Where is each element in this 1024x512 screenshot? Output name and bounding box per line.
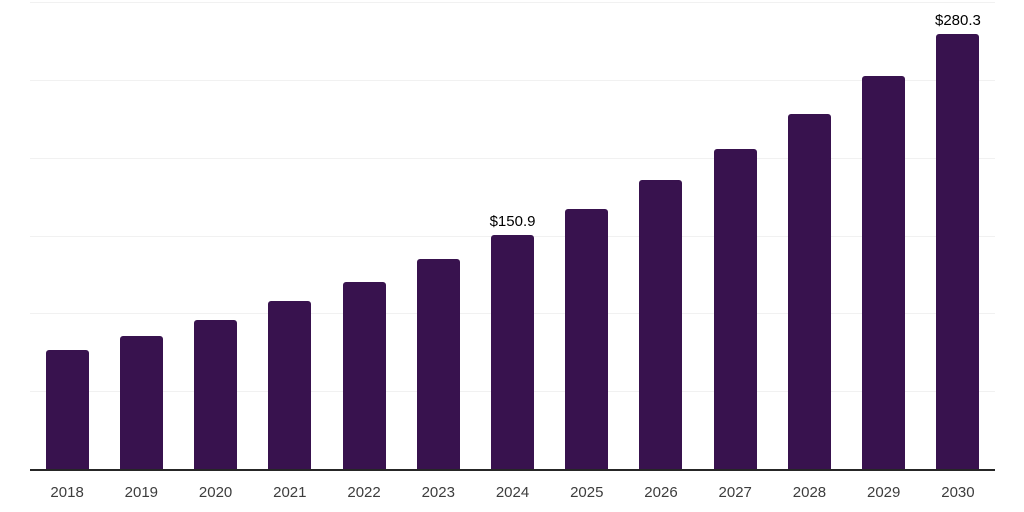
x-tick-2023: 2023 — [421, 484, 455, 501]
bar-2024 — [491, 235, 535, 470]
bar-2023 — [416, 259, 460, 470]
bar-2025 — [565, 208, 609, 470]
bar-column-2027 — [698, 3, 772, 470]
bar-column-2022 — [327, 3, 401, 470]
x-axis-line — [30, 469, 995, 471]
x-tick-2030: 2030 — [941, 484, 975, 501]
bar-2029 — [862, 76, 906, 470]
bar-column-2025 — [550, 3, 624, 470]
x-tick-2025: 2025 — [570, 484, 604, 501]
x-tick-2024: 2024 — [495, 484, 530, 501]
bar-column-2019 — [104, 3, 178, 470]
gridline-300 — [30, 2, 995, 3]
bar-2021 — [268, 301, 312, 470]
x-tick-2022: 2022 — [347, 484, 381, 501]
gridline-200 — [30, 157, 995, 159]
bar-2018 — [45, 350, 89, 470]
bars-row: $150.9 $280.3 — [30, 3, 995, 470]
bar-column-2024: $150.9 — [475, 3, 549, 470]
x-tick-2026: 2026 — [644, 484, 678, 501]
bar-column-2030: $280.3 — [921, 3, 995, 470]
bar-column-2023 — [401, 3, 475, 470]
bar-2019 — [119, 336, 163, 470]
x-tick-2021: 2021 — [273, 484, 307, 501]
x-axis-labels: 2018 2019 2020 2021 2022 2023 2024 2025 2026 2027… — [30, 484, 995, 502]
bar-column-2018 — [30, 3, 104, 470]
bar-column-2020 — [178, 3, 252, 470]
data-label-2030: $280.3 — [934, 11, 981, 29]
bar-2020 — [194, 319, 238, 470]
bar-2028 — [787, 114, 831, 470]
x-tick-2020: 2020 — [198, 484, 233, 501]
bar-column-2021 — [253, 3, 327, 470]
bar-column-2026 — [624, 3, 698, 470]
x-tick-2029: 2029 — [867, 484, 901, 501]
bar-2026 — [639, 180, 683, 470]
bar-column-2028 — [772, 3, 846, 470]
bar-2030 — [936, 33, 980, 470]
bar-column-2029 — [847, 3, 921, 470]
bar-2022 — [342, 281, 386, 470]
x-tick-2028: 2028 — [792, 484, 827, 501]
x-tick-2018: 2018 — [50, 484, 84, 501]
bar-2027 — [713, 149, 757, 470]
plot-area: $150.9 $280.3 — [30, 2, 995, 470]
gridline-250 — [30, 79, 995, 81]
data-label-2024: $150.9 — [489, 213, 536, 231]
x-tick-2027: 2027 — [718, 484, 752, 501]
x-tick-2019: 2019 — [124, 484, 159, 501]
